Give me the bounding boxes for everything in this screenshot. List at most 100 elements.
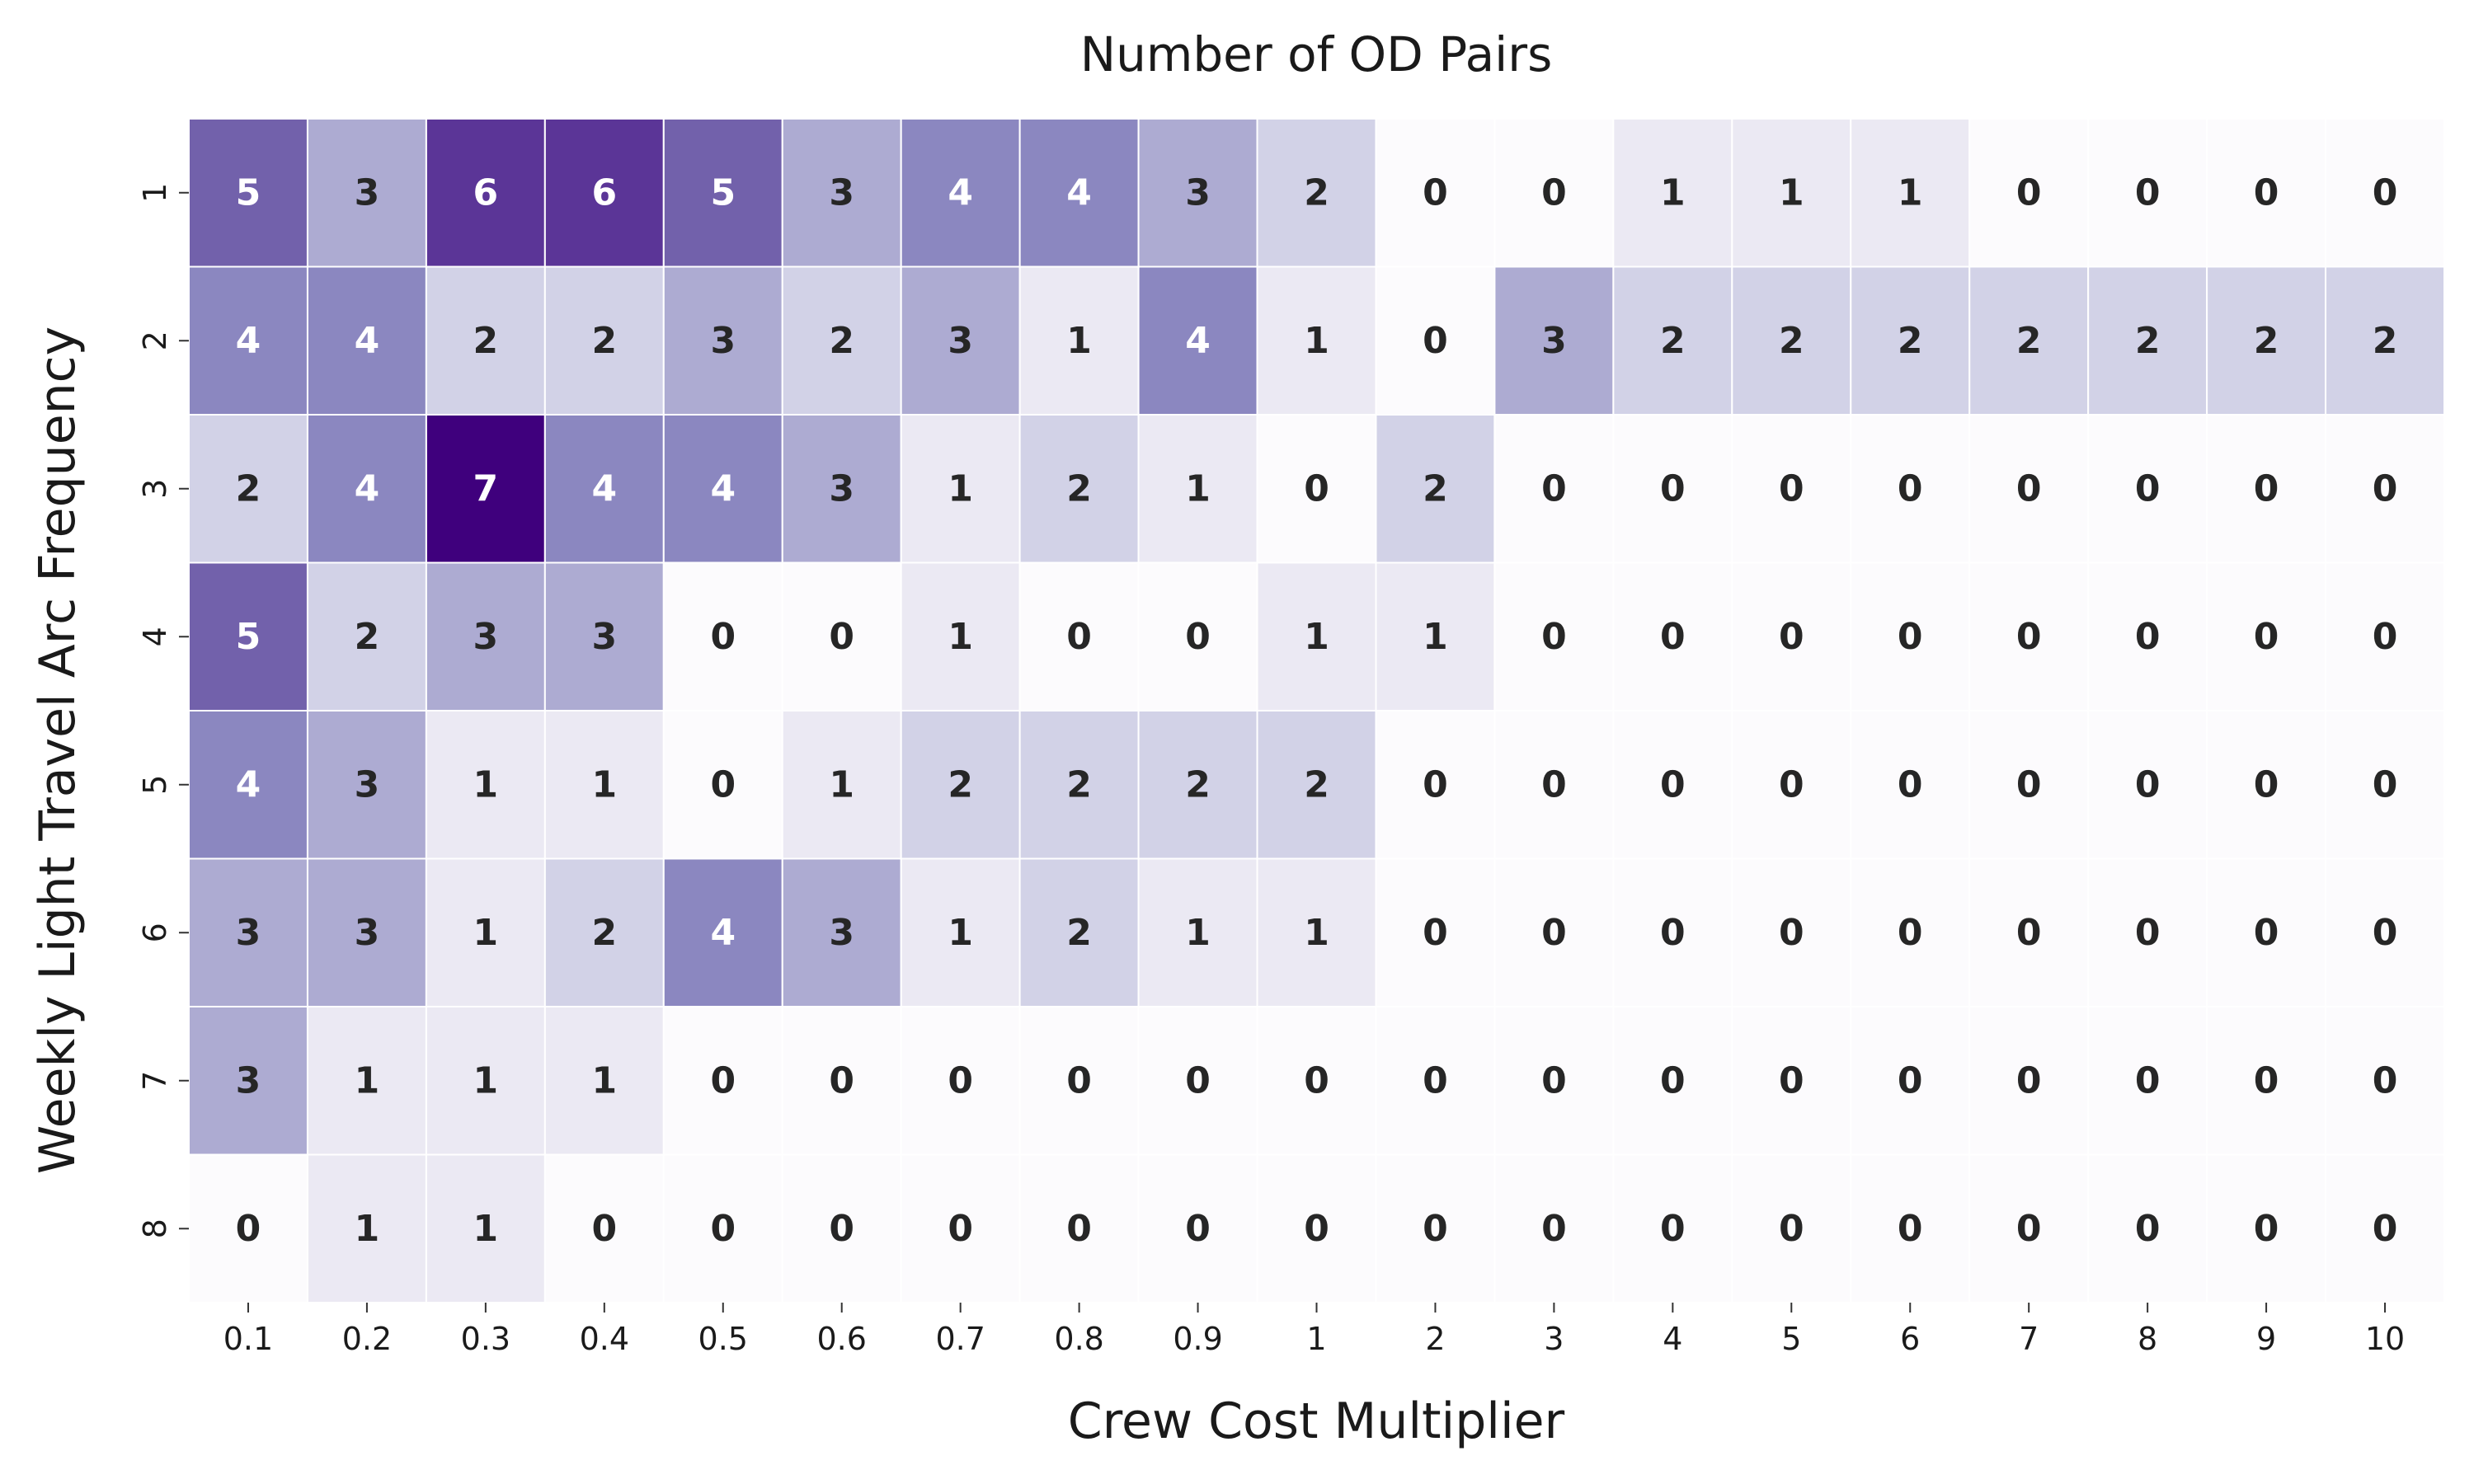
y-tick-label: 5 — [137, 775, 173, 795]
heatmap-cell — [425, 118, 546, 268]
heatmap-cell — [306, 561, 427, 711]
heatmap-cell — [2325, 1153, 2446, 1303]
x-tick-label: 0.3 — [461, 1321, 510, 1357]
cell-value-label: 1 — [473, 763, 499, 805]
cell-value-label: 0 — [710, 616, 736, 658]
heatmap-cell — [1612, 1006, 1733, 1156]
cell-value-label: 1 — [355, 1059, 380, 1101]
cell-value-label: 2 — [2016, 320, 2042, 362]
x-tick-label: 9 — [2256, 1321, 2276, 1357]
heatmap-cell — [2087, 414, 2208, 564]
heatmap-cell — [781, 710, 902, 860]
x-tick-label: 10 — [2365, 1321, 2405, 1357]
heatmap-cell — [1968, 118, 2090, 268]
heatmap-cells: 5 3 6 6 5 3 4 4 3 2 0 0 1 1 1 0 0 0 0 4 4 2 2 3 2 3 1 4 1 0 3 2 2 2 2 2 2 2 2 4… — [188, 118, 2446, 1303]
heatmap-cell — [2206, 561, 2327, 711]
heatmap-cell — [1493, 857, 1615, 1007]
cell-value-label: 0 — [1185, 616, 1211, 658]
cell-value-label: 0 — [2254, 912, 2279, 954]
heatmap-cell — [781, 1006, 902, 1156]
heatmap-cell — [425, 710, 546, 860]
cell-value-label: 0 — [2373, 467, 2398, 510]
cell-value-label: 2 — [592, 912, 618, 954]
heatmap-cell — [543, 857, 665, 1007]
cell-value-label: 0 — [2135, 616, 2161, 658]
heatmap-cell — [1968, 857, 2090, 1007]
cell-value-label: 0 — [1541, 912, 1567, 954]
x-axis-ticks: 0.1 0.2 0.3 0.4 0.5 0.6 0.7 0.8 0.9 1 2 3 4 5 6 7 8 9 10 — [223, 1303, 2405, 1357]
heatmap-cell — [1493, 1153, 1615, 1303]
x-tick-label: 0.1 — [223, 1321, 273, 1357]
cell-value-label: 0 — [948, 1059, 973, 1101]
cell-value-label: 0 — [1660, 1208, 1686, 1250]
heatmap-cell — [1137, 561, 1258, 711]
cell-value-label: 5 — [236, 171, 261, 214]
cell-value-label: 0 — [2016, 171, 2042, 214]
x-tick-label: 1 — [1306, 1321, 1326, 1357]
heatmap-cell — [2087, 561, 2208, 711]
heatmap-cell — [543, 1006, 665, 1156]
heatmap-cell — [1850, 1006, 1971, 1156]
cell-value-label: 0 — [1898, 1059, 1923, 1101]
cell-value-label: 0 — [2254, 763, 2279, 805]
heatmap-cell — [1850, 710, 1971, 860]
cell-value-label: 1 — [1304, 616, 1329, 658]
cell-value-label: 3 — [355, 763, 380, 805]
cell-value-label: 0 — [829, 1059, 854, 1101]
heatmap-cell — [1018, 857, 1140, 1007]
heatmap-cell — [1256, 1006, 1377, 1156]
cell-value-label: 0 — [1541, 171, 1567, 214]
cell-value-label: 0 — [1898, 1208, 1923, 1250]
cell-value-label: 0 — [1779, 467, 1804, 510]
heatmap-cell — [306, 414, 427, 564]
cell-value-label: 4 — [592, 467, 618, 510]
heatmap-cell — [1731, 1153, 1852, 1303]
cell-value-label: 3 — [829, 912, 854, 954]
heatmap-cell — [1137, 710, 1258, 860]
heatmap-cell — [188, 710, 308, 860]
cell-value-label: 0 — [2254, 171, 2279, 214]
cell-value-label: 0 — [1423, 1208, 1448, 1250]
cell-value-label: 2 — [592, 320, 618, 362]
cell-value-label: 0 — [2373, 1059, 2398, 1101]
heatmap-cell — [781, 118, 902, 268]
heatmap-cell — [188, 118, 308, 268]
heatmap-cell — [306, 710, 427, 860]
heatmap-cell — [1018, 414, 1140, 564]
cell-value-label: 0 — [1304, 1059, 1329, 1101]
cell-value-label: 3 — [1185, 171, 1211, 214]
heatmap-cell — [1018, 265, 1140, 416]
cell-value-label: 1 — [948, 616, 973, 658]
cell-value-label: 1 — [1304, 320, 1329, 362]
cell-value-label: 4 — [710, 467, 736, 510]
cell-value-label: 0 — [1423, 171, 1448, 214]
heatmap-cell — [188, 1006, 308, 1156]
cell-value-label: 0 — [1898, 616, 1923, 658]
heatmap-cell — [900, 1006, 1021, 1156]
cell-value-label: 2 — [1066, 467, 1092, 510]
cell-value-label: 3 — [236, 1059, 261, 1101]
cell-value-label: 0 — [2016, 912, 2042, 954]
cell-value-label: 0 — [1779, 1059, 1804, 1101]
y-axis-label: Weekly Light Travel Arc Frequency — [29, 326, 87, 1174]
heatmap-cell — [2206, 118, 2327, 268]
cell-value-label: 0 — [2373, 763, 2398, 805]
cell-value-label: 0 — [1660, 912, 1686, 954]
cell-value-label: 0 — [2254, 616, 2279, 658]
heatmap-cell — [1850, 857, 1971, 1007]
y-axis-ticks: 1 2 3 4 5 6 7 8 — [137, 183, 189, 1238]
heatmap-cell — [662, 1006, 783, 1156]
heatmap-cell — [1137, 265, 1258, 416]
heatmap-cell — [306, 857, 427, 1007]
x-tick-label: 5 — [1781, 1321, 1801, 1357]
cell-value-label: 3 — [829, 467, 854, 510]
cell-value-label: 1 — [1423, 616, 1448, 658]
heatmap-cell — [1612, 561, 1733, 711]
y-tick-label: 7 — [137, 1071, 173, 1091]
heatmap-cell — [2206, 414, 2327, 564]
y-tick-label: 8 — [137, 1219, 173, 1238]
heatmap-cell — [1137, 1153, 1258, 1303]
cell-value-label: 2 — [1660, 320, 1686, 362]
cell-value-label: 3 — [592, 616, 618, 658]
cell-value-label: 0 — [1660, 616, 1686, 658]
